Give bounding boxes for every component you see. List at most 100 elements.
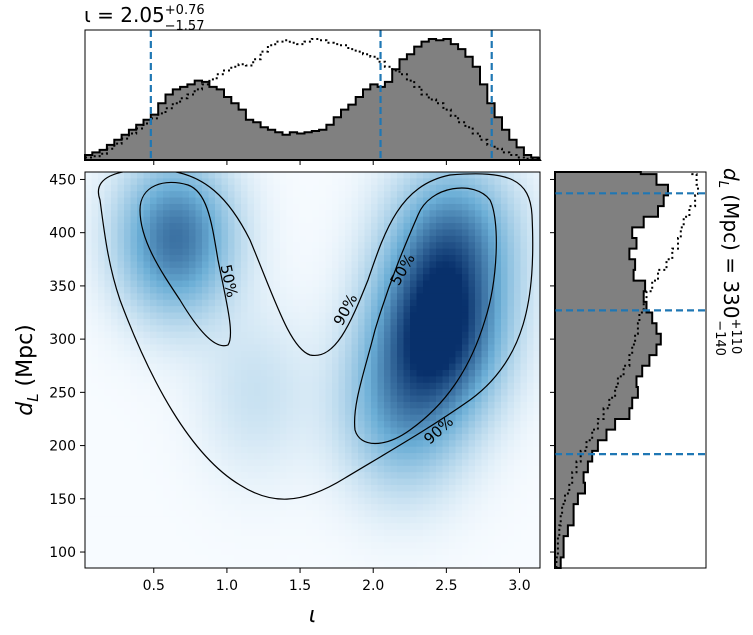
heat-cell bbox=[273, 542, 281, 550]
heat-cell bbox=[416, 299, 424, 307]
heat-cell bbox=[358, 504, 366, 512]
heat-cell bbox=[234, 248, 242, 256]
heat-cell bbox=[189, 376, 197, 384]
heat-cell bbox=[202, 203, 210, 211]
heat-cell bbox=[468, 453, 476, 461]
heat-cell bbox=[143, 548, 151, 556]
heat-cell bbox=[299, 408, 307, 416]
heat-cell bbox=[156, 376, 164, 384]
heat-cell bbox=[254, 280, 262, 288]
heat-cell bbox=[455, 433, 463, 441]
heat-cell bbox=[111, 210, 119, 218]
heat-cell bbox=[85, 376, 93, 384]
heat-cell bbox=[494, 312, 502, 320]
heat-cell bbox=[267, 274, 275, 282]
heat-cell bbox=[507, 184, 515, 192]
heat-cell bbox=[91, 484, 99, 492]
heat-cell bbox=[507, 478, 515, 486]
heat-cell bbox=[182, 561, 190, 568]
heat-cell bbox=[514, 203, 522, 211]
heat-cell bbox=[254, 542, 262, 550]
heat-cell bbox=[215, 357, 223, 365]
heat-cell bbox=[234, 325, 242, 333]
heat-cell bbox=[462, 261, 470, 269]
heat-cell bbox=[416, 286, 424, 294]
heat-cell bbox=[273, 248, 281, 256]
heat-cell bbox=[429, 248, 437, 256]
heat-cell bbox=[286, 453, 294, 461]
heat-cell bbox=[182, 229, 190, 237]
heat-cell bbox=[221, 350, 229, 358]
heat-cell bbox=[143, 497, 151, 505]
heat-cell bbox=[364, 229, 372, 237]
heat-cell bbox=[397, 529, 405, 537]
heat-cell bbox=[481, 197, 489, 205]
heat-cell bbox=[267, 491, 275, 499]
heat-cell bbox=[397, 280, 405, 288]
heat-cell bbox=[371, 459, 379, 467]
heat-cell bbox=[260, 523, 268, 531]
heat-cell bbox=[104, 491, 112, 499]
heat-cell bbox=[416, 408, 424, 416]
heat-cell bbox=[442, 350, 450, 358]
heat-cell bbox=[501, 293, 509, 301]
heat-cell bbox=[286, 357, 294, 365]
heat-cell bbox=[111, 235, 119, 243]
heat-cell bbox=[312, 363, 320, 371]
heat-cell bbox=[104, 255, 112, 263]
heat-cell bbox=[488, 261, 496, 269]
heat-cell bbox=[273, 561, 281, 568]
heat-cell bbox=[371, 203, 379, 211]
heat-cell bbox=[312, 389, 320, 397]
heat-cell bbox=[384, 401, 392, 409]
heat-cell bbox=[247, 389, 255, 397]
heat-cell bbox=[163, 223, 171, 231]
heat-cell bbox=[351, 516, 359, 524]
heat-cell bbox=[501, 389, 509, 397]
heat-cell bbox=[130, 484, 138, 492]
heat-cell bbox=[273, 306, 281, 314]
heat-cell bbox=[364, 376, 372, 384]
heat-cell bbox=[364, 261, 372, 269]
heat-cell bbox=[234, 331, 242, 339]
heat-cell bbox=[111, 286, 119, 294]
heat-cell bbox=[286, 197, 294, 205]
heat-cell bbox=[488, 491, 496, 499]
heat-cell bbox=[423, 504, 431, 512]
heat-cell bbox=[195, 497, 203, 505]
heat-cell bbox=[429, 497, 437, 505]
heat-cell bbox=[208, 325, 216, 333]
heat-cell bbox=[436, 510, 444, 518]
heat-cell bbox=[429, 191, 437, 199]
heat-cell bbox=[228, 338, 236, 346]
heat-cell bbox=[104, 286, 112, 294]
heat-cell bbox=[202, 389, 210, 397]
heat-cell bbox=[494, 414, 502, 422]
heat-cell bbox=[436, 414, 444, 422]
heat-cell bbox=[143, 504, 151, 512]
heat-cell bbox=[98, 523, 106, 531]
heat-cell bbox=[475, 184, 483, 192]
heat-cell bbox=[143, 216, 151, 224]
heat-cell bbox=[254, 235, 262, 243]
heat-cell bbox=[514, 459, 522, 467]
heat-cell bbox=[286, 414, 294, 422]
heat-cell bbox=[319, 529, 327, 537]
heat-cell bbox=[325, 344, 333, 352]
heat-cell bbox=[494, 510, 502, 518]
heat-cell bbox=[332, 370, 340, 377]
heat-cell bbox=[488, 203, 496, 211]
heat-cell bbox=[397, 401, 405, 409]
heat-cell bbox=[247, 408, 255, 416]
heat-cell bbox=[156, 293, 164, 301]
heat-cell bbox=[325, 497, 333, 505]
heat-cell bbox=[111, 478, 119, 486]
heat-cell bbox=[104, 325, 112, 333]
heat-cell bbox=[507, 203, 515, 211]
heat-cell bbox=[494, 440, 502, 448]
heat-cell bbox=[319, 357, 327, 365]
heat-cell bbox=[364, 274, 372, 282]
heat-cell bbox=[111, 267, 119, 275]
heat-cell bbox=[85, 178, 93, 186]
heat-cell bbox=[338, 184, 346, 192]
